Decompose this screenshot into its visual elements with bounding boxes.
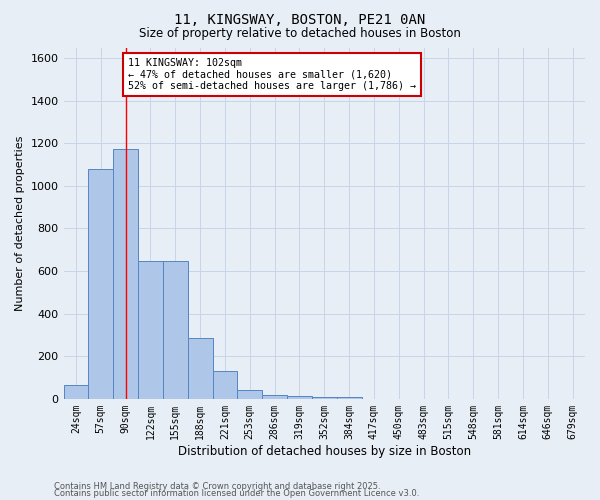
Text: Contains HM Land Registry data © Crown copyright and database right 2025.: Contains HM Land Registry data © Crown c… bbox=[54, 482, 380, 491]
Text: Contains public sector information licensed under the Open Government Licence v3: Contains public sector information licen… bbox=[54, 490, 419, 498]
Bar bbox=[113, 148, 138, 399]
Text: 11, KINGSWAY, BOSTON, PE21 0AN: 11, KINGSWAY, BOSTON, PE21 0AN bbox=[175, 12, 425, 26]
Bar bbox=[64, 385, 88, 399]
Y-axis label: Number of detached properties: Number of detached properties bbox=[15, 136, 25, 311]
Bar bbox=[312, 396, 337, 399]
X-axis label: Distribution of detached houses by size in Boston: Distribution of detached houses by size … bbox=[178, 444, 471, 458]
Bar bbox=[138, 262, 163, 399]
Bar bbox=[163, 262, 188, 399]
Bar bbox=[188, 338, 212, 399]
Bar bbox=[238, 390, 262, 399]
Bar bbox=[337, 397, 362, 399]
Bar bbox=[287, 396, 312, 399]
Bar bbox=[212, 371, 238, 399]
Text: 11 KINGSWAY: 102sqm
← 47% of detached houses are smaller (1,620)
52% of semi-det: 11 KINGSWAY: 102sqm ← 47% of detached ho… bbox=[128, 58, 416, 92]
Text: Size of property relative to detached houses in Boston: Size of property relative to detached ho… bbox=[139, 28, 461, 40]
Bar bbox=[262, 394, 287, 399]
Bar bbox=[88, 169, 113, 399]
